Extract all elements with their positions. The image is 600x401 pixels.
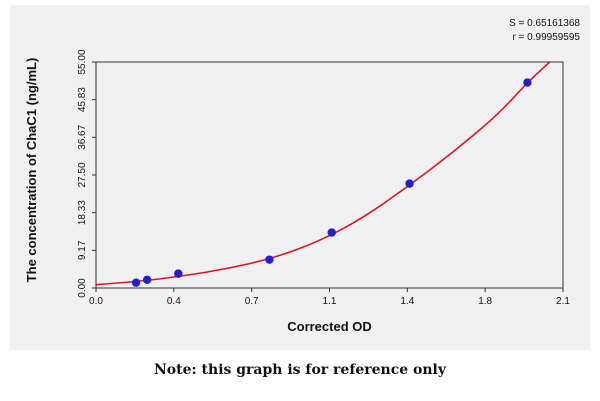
y-tick-label: 27.50 <box>77 162 88 187</box>
y-tick-label: 45.83 <box>77 87 88 112</box>
data-point <box>523 78 532 87</box>
x-tick-label: 1.8 <box>478 296 492 307</box>
fit-statistic: S = 0.65161368 <box>509 18 580 29</box>
y-tick-label: 55.00 <box>77 49 88 74</box>
data-points <box>131 78 532 287</box>
x-tick-label: 0.4 <box>167 296 181 307</box>
fit-curve <box>95 61 551 286</box>
x-tick-label: 1.1 <box>323 296 337 307</box>
data-point <box>327 228 336 237</box>
x-axis-ticks: 0.0 0.4 0.7 1.1 1.4 1.8 2.1 <box>89 288 570 307</box>
x-tick-label: 1.4 <box>400 296 414 307</box>
data-point <box>131 278 141 287</box>
y-tick-label: 18.33 <box>77 200 88 225</box>
stats-box: S = 0.65161368 r = 0.99959595 <box>509 18 580 43</box>
y-tick-label: 9.17 <box>77 240 88 260</box>
x-tick-label: 0.7 <box>245 296 259 307</box>
data-point <box>142 275 152 284</box>
fit-statistic: r = 0.99959595 <box>512 32 580 43</box>
chart-panel: S = 0.65161368 r = 0.99959595 0.00 9.17 18.… <box>10 5 590 350</box>
reference-note: Note: this graph is for reference only <box>154 362 446 378</box>
data-point <box>405 179 414 188</box>
y-axis-title: The concentration of ChaC1 (ng/mL) <box>24 58 39 283</box>
x-tick-label: 2.1 <box>556 296 570 307</box>
y-tick-label: 0.00 <box>77 278 88 298</box>
y-tick-label: 36.67 <box>77 124 88 149</box>
data-point <box>265 255 274 264</box>
plot-frame <box>95 61 564 289</box>
x-tick-label: 0.0 <box>89 296 103 307</box>
data-point <box>174 269 183 278</box>
chart-svg: S = 0.65161368 r = 0.99959595 0.00 9.17 18.… <box>24 18 580 334</box>
y-axis-ticks: 0.00 9.17 18.33 27.50 36.67 45.83 55.00 <box>77 49 96 298</box>
x-axis-title: Corrected OD <box>287 319 372 334</box>
